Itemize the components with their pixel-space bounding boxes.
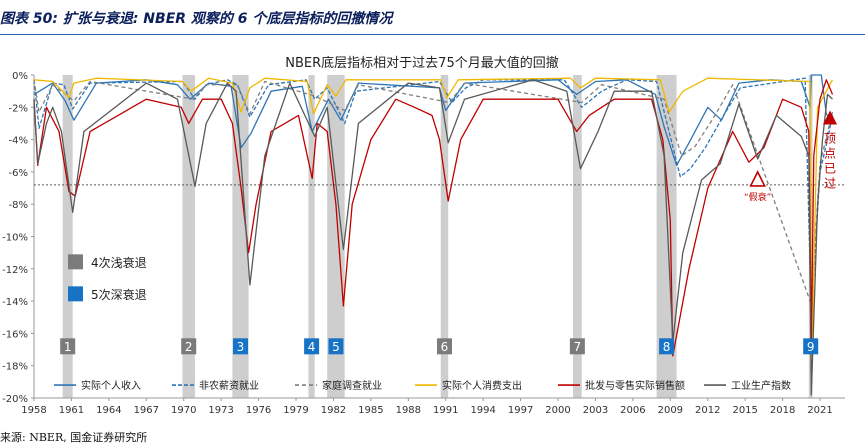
- x-tick-label: 2018: [770, 405, 795, 416]
- x-tick-label: 1967: [134, 405, 159, 416]
- chart-title: NBER底层指标相对于过去75个月最大值的回撤: [285, 55, 558, 71]
- recession-badge-label: 5: [332, 340, 340, 354]
- recession-band: [182, 75, 195, 398]
- recession-badge: [803, 338, 819, 355]
- y-tick-label: -4%: [9, 136, 28, 147]
- recession-badge-label: 3: [237, 340, 245, 354]
- recession-legend-swatch: [68, 286, 83, 302]
- x-tick-label: 1985: [358, 405, 383, 416]
- fake-recession-label: “假衰”: [744, 191, 771, 203]
- series-line: [33, 77, 834, 375]
- drawdown-chart: NBER底层指标相对于过去75个月最大值的回撤 0% -2% -4% -6% -8% -1…: [2, 55, 845, 416]
- legend-label: 家庭调查就业: [322, 379, 382, 392]
- x-tick-label: 2000: [545, 405, 570, 416]
- recession-badge: [436, 338, 452, 355]
- y-tick-label: -6%: [9, 168, 28, 179]
- recession-badge: [659, 338, 675, 355]
- source-note: 来源: NBER, 国金证券研究所: [0, 431, 148, 444]
- series-line: [33, 74, 834, 167]
- recession-band: [573, 75, 582, 398]
- fake-recession-marker: [749, 170, 766, 187]
- figure-title: 图表 50: 扩张与衰退: NBER 观察的 6 个底层指标的回撤情况: [0, 11, 393, 27]
- series-lines: [33, 74, 834, 396]
- recession-band: [308, 75, 315, 398]
- x-tick-label: 1994: [470, 405, 495, 416]
- recession-badges: 1 2 3 4 5 6 7 8 9: [60, 338, 819, 355]
- recession-badge-label: 6: [441, 340, 449, 354]
- y-tick-label: -18%: [2, 362, 28, 373]
- legend-label: 工业生产指数: [731, 379, 791, 392]
- x-tick-label: 1973: [208, 405, 233, 416]
- recession-legend-label: 5次深衰退: [91, 287, 147, 302]
- y-tick-label: -14%: [2, 297, 28, 308]
- series-legend: 实际个人收入 非农薪资就业 家庭调查就业 实际个人消费支出 批发与零售实际销售额 工业生产…: [54, 379, 791, 392]
- series-line: [33, 79, 833, 396]
- peak-passed-char: 已: [824, 162, 836, 176]
- x-tick-label: 2006: [620, 405, 645, 416]
- x-tick-label: 2015: [732, 405, 757, 416]
- x-tick-label: 1988: [396, 405, 421, 416]
- recession-badge-label: 8: [663, 340, 671, 354]
- peak-passed-marker: [823, 110, 838, 125]
- y-tick-label: -12%: [2, 265, 28, 276]
- series-line: [33, 77, 834, 315]
- x-tick-label: 1997: [508, 405, 533, 416]
- x-tick-label: 1976: [246, 405, 271, 416]
- x-tick-label: 2021: [807, 405, 832, 416]
- y-tick-label: -2%: [9, 103, 28, 114]
- legend-label: 实际个人消费支出: [442, 379, 522, 392]
- peak-passed-char: 点: [824, 147, 836, 161]
- peak-passed-char: 顶: [824, 132, 836, 146]
- recession-badge: [304, 338, 320, 355]
- y-tick-label: -20%: [2, 394, 28, 405]
- recession-badge: [232, 338, 248, 355]
- x-tick-label: 1979: [283, 405, 308, 416]
- recession-legend-swatch: [68, 254, 83, 270]
- recession-badge: [328, 338, 344, 355]
- recession-badge: [60, 338, 76, 355]
- header-rule: [0, 34, 865, 35]
- recession-band: [62, 75, 73, 398]
- x-tick-label: 1961: [59, 405, 84, 416]
- series-line: [33, 79, 834, 357]
- x-tick-label: 1964: [96, 405, 121, 416]
- recession-badge-label: 4: [308, 340, 316, 354]
- recession-badge-label: 1: [64, 340, 72, 354]
- x-tick-label: 2012: [695, 405, 720, 416]
- recession-badge-label: 9: [807, 340, 815, 354]
- x-tick-label: 1991: [433, 405, 458, 416]
- recession-badge: [181, 338, 197, 355]
- legend-label: 非农薪资就业: [199, 379, 259, 392]
- recession-band: [327, 75, 345, 398]
- recession-badge: [569, 338, 585, 355]
- recession-badge-label: 7: [574, 340, 582, 354]
- x-tick-label: 2009: [658, 405, 683, 416]
- peak-passed-char: 过: [824, 177, 836, 191]
- recession-band: [440, 75, 449, 398]
- y-tick-label: -16%: [2, 329, 28, 340]
- y-tick-label: -8%: [9, 200, 28, 211]
- y-tick-label: 0%: [12, 71, 28, 82]
- series-line: [33, 79, 834, 305]
- legend-label: 批发与零售实际销售额: [585, 379, 685, 392]
- recession-legend: 4次浅衰退 5次深衰退: [68, 254, 147, 302]
- recession-badge-label: 2: [185, 340, 193, 354]
- x-tick-label: 1958: [21, 405, 46, 416]
- legend-label: 实际个人收入: [81, 379, 141, 392]
- x-tick-label: 2003: [583, 405, 608, 416]
- recession-legend-label: 4次浅衰退: [91, 255, 147, 270]
- axes: 0%-2%-4%-6%-8%-10%-12%-14%-16%-18%-20%19…: [2, 71, 845, 416]
- figure-header: 图表 50: 扩张与衰退: NBER 观察的 6 个底层指标的回撤情况: [0, 4, 865, 35]
- x-tick-label: 1982: [321, 405, 346, 416]
- x-tick-label: 1970: [171, 405, 196, 416]
- y-tick-label: -10%: [2, 233, 28, 244]
